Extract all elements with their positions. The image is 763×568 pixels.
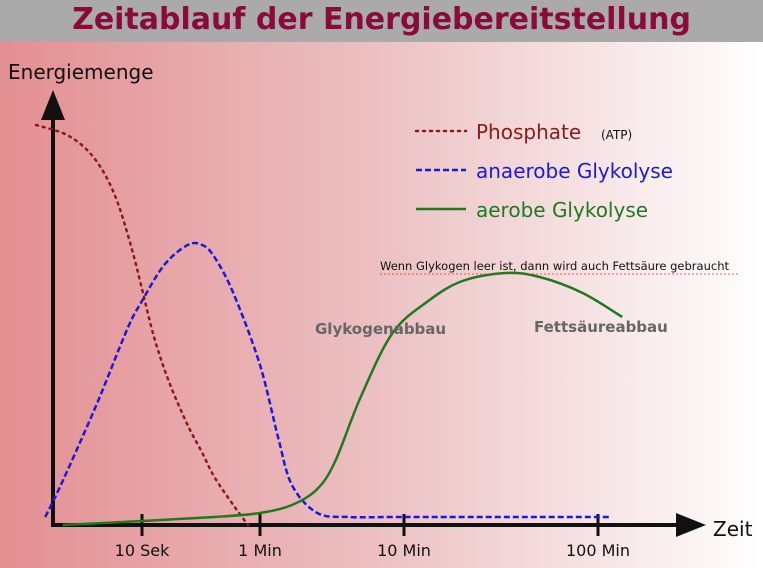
x-tick-label: 10 Sek (115, 541, 170, 560)
x-tick-label: 100 Min (566, 541, 630, 560)
annotation-glykogenabbau: Glykogenabbau (315, 320, 446, 338)
chart-title: Zeitablauf der Energiebereitstellung (72, 2, 691, 37)
x-tick-label: 1 Min (238, 541, 282, 560)
y-axis-arrowhead (41, 90, 65, 120)
legend-label-anaerobic: anaerobe Glykolyse (476, 159, 673, 183)
title-bar (0, 0, 763, 42)
annotation-fettsaeureabbau: Fettsäureabbau (534, 318, 668, 336)
legend: Phosphate (ATP) anaerobe Glykolyse aerob… (414, 120, 673, 222)
series-line-aerobic (62, 271, 623, 527)
x-tick-label: 10 Min (377, 541, 431, 560)
legend-label-phosphate: Phosphate (476, 120, 581, 144)
series-line-anaerobic (44, 241, 611, 519)
x-axis-label: Zeit (713, 517, 753, 541)
y-axis-label: Energiemenge (8, 60, 154, 84)
series-line-phosphate (34, 123, 250, 527)
legend-label-phosphate-suffix: (ATP) (601, 128, 632, 142)
legend-label-aerobic: aerobe Glykolyse (476, 198, 648, 222)
plot-background (0, 42, 763, 568)
x-axis-arrowhead (676, 513, 706, 537)
annotation-note: Wenn Glykogen leer ist, dann wird auch F… (380, 259, 729, 273)
